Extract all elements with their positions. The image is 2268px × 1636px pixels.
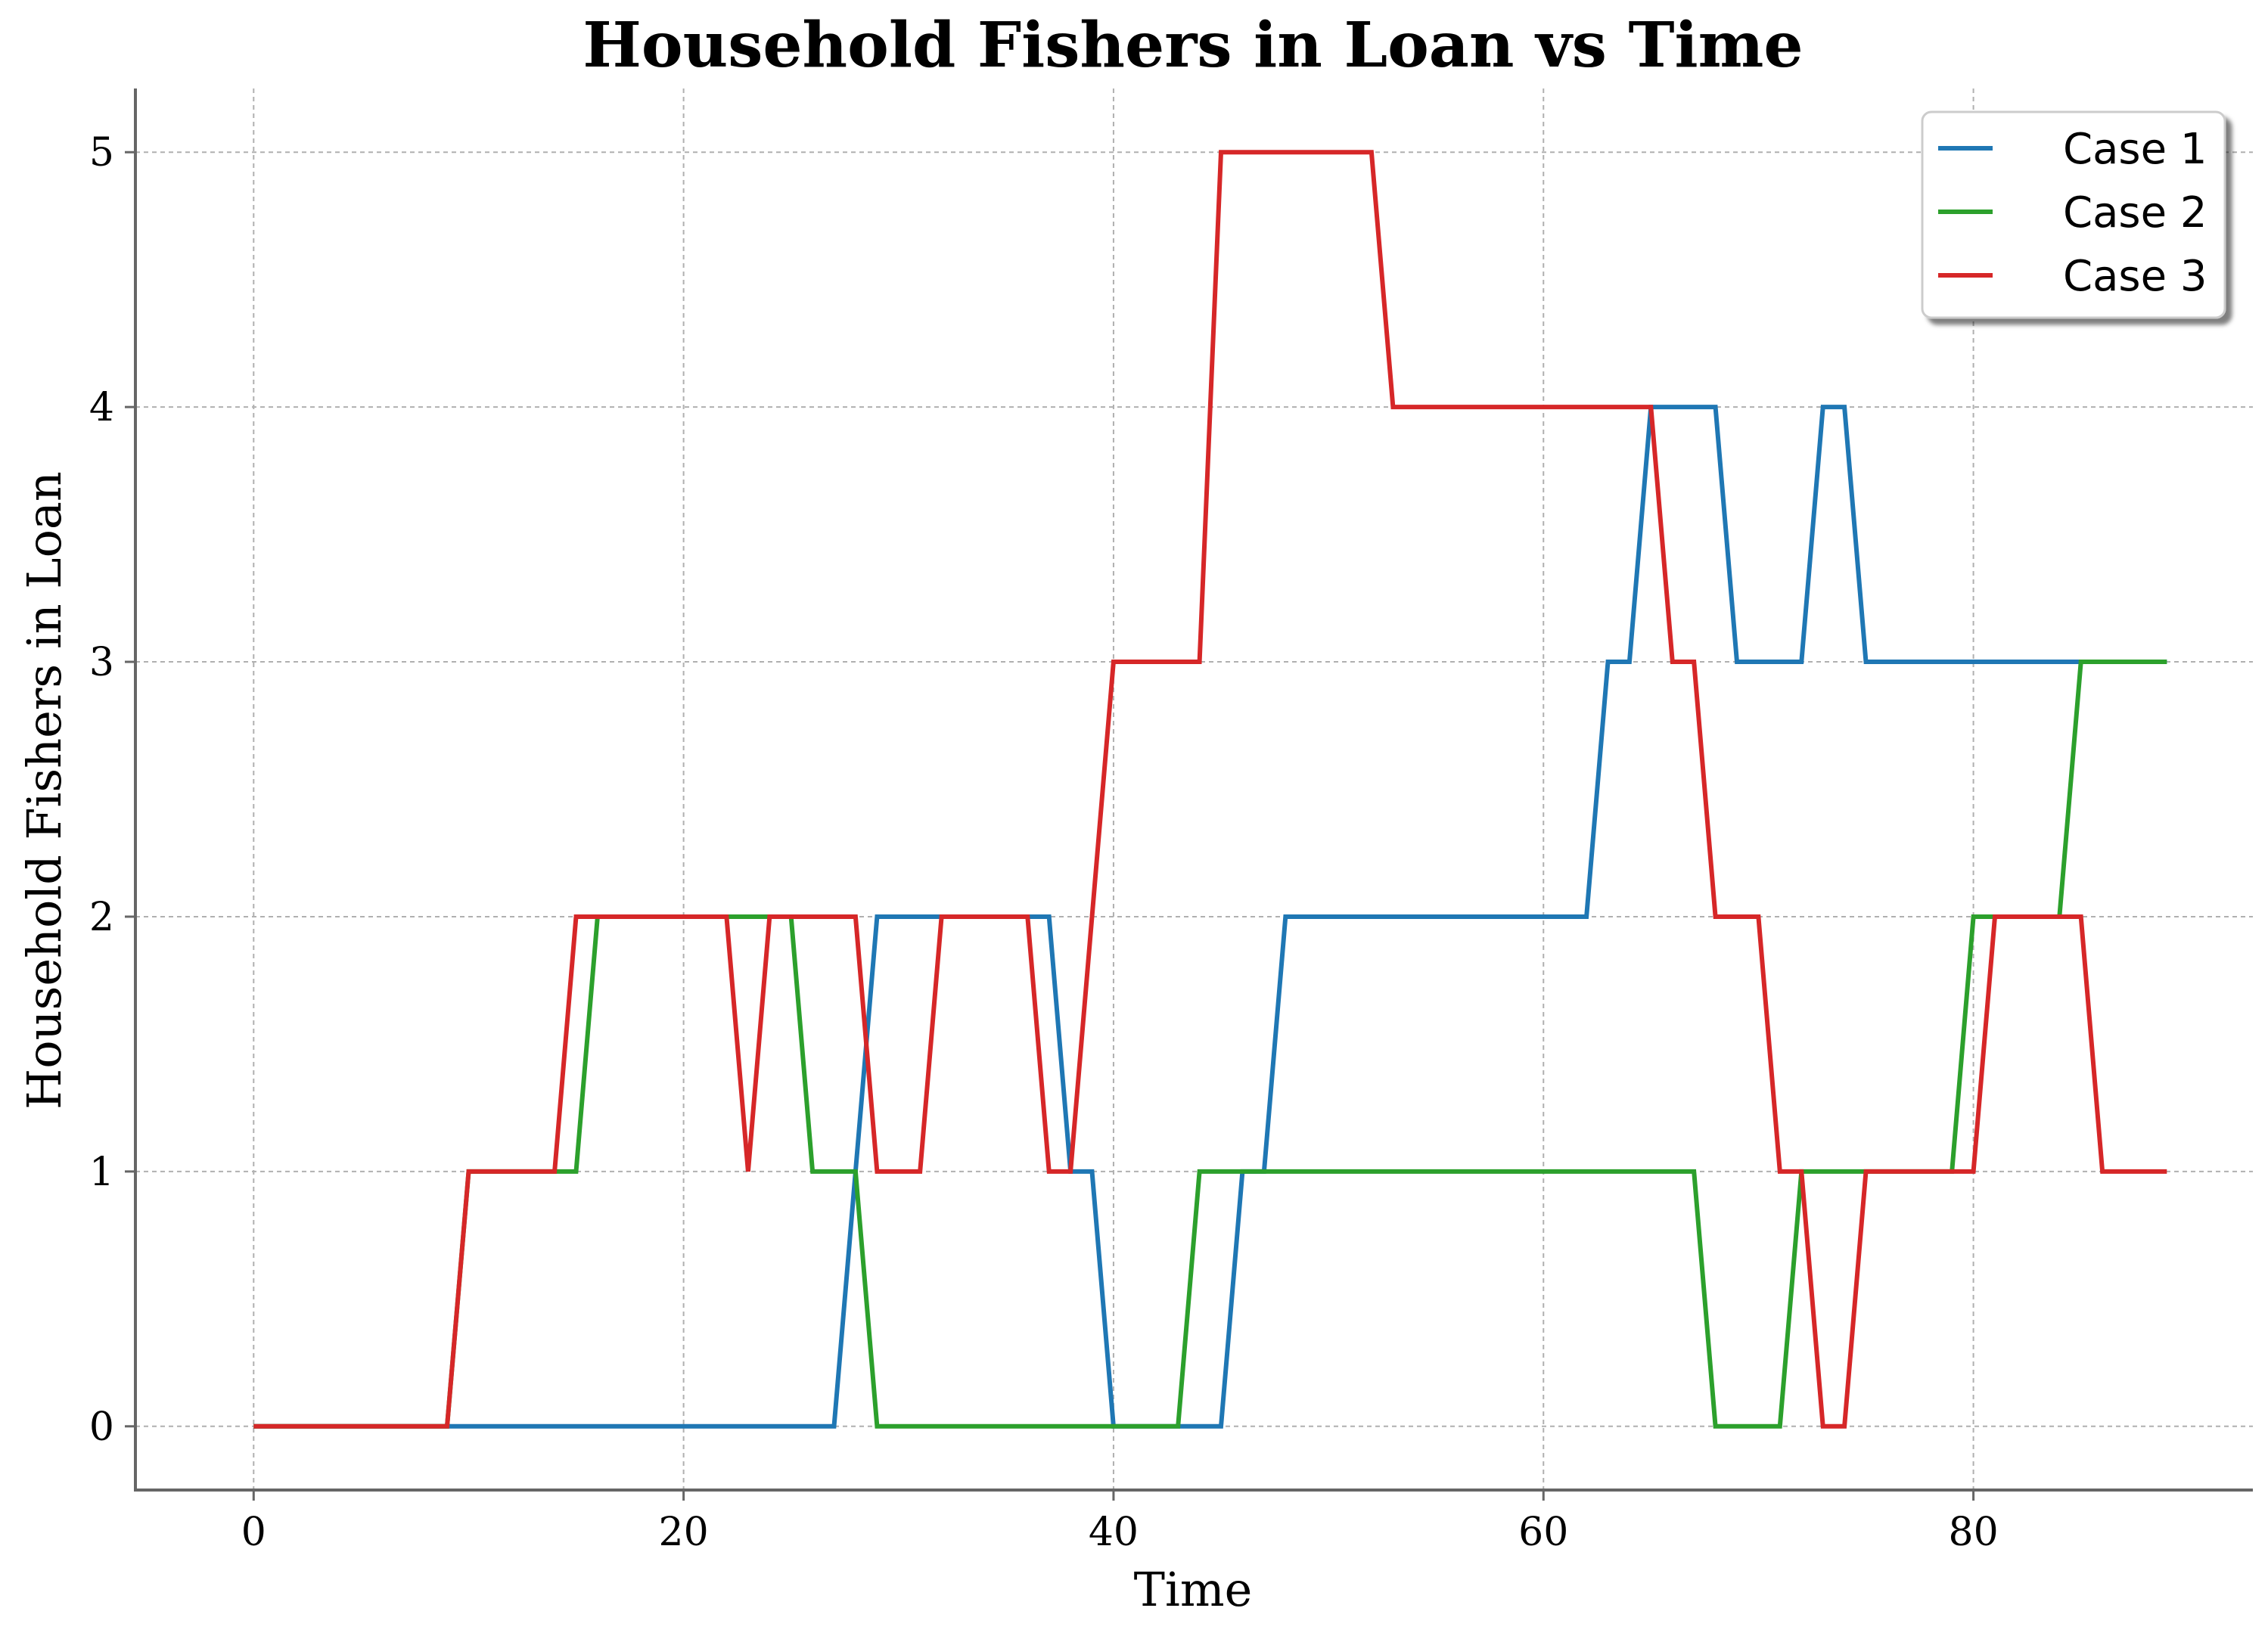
series-line-3 (253, 150, 2167, 1429)
x-tick-label: 20 (659, 1510, 709, 1555)
y-tick-label: 5 (89, 130, 114, 175)
y-tick-label: 2 (89, 895, 114, 940)
legend-box (1921, 110, 2226, 319)
y-axis-ticks: 0 1 2 3 4 5 (89, 130, 135, 1450)
y-tick-label: 1 (89, 1150, 114, 1195)
x-tick-label: 40 (1089, 1510, 1139, 1555)
y-tick-label: 4 (89, 385, 114, 430)
y-tick-label: 3 (89, 640, 114, 685)
series-lines (253, 150, 2167, 1429)
series-line-1 (253, 405, 2167, 1429)
x-tick-label: 0 (241, 1510, 266, 1555)
legend-label-3: Case 3 (2063, 252, 2207, 301)
x-tick-label: 60 (1518, 1510, 1568, 1555)
x-tick-label: 80 (1949, 1510, 1999, 1555)
axes (134, 88, 2253, 1492)
series-line-2 (253, 660, 2167, 1429)
y-axis-label: Household Fishers in Loan (17, 471, 72, 1110)
y-tick-label: 0 (89, 1405, 114, 1450)
x-axis-ticks: 0 20 40 60 80 (241, 1490, 1999, 1555)
chart-title: Household Fishers in Loan vs Time (583, 9, 1803, 82)
legend: Case 1 Case 2 Case 3 (1921, 110, 2226, 319)
legend-label-2: Case 2 (2063, 188, 2207, 237)
legend-label-1: Case 1 (2063, 125, 2207, 174)
x-axis-label: Time (1134, 1562, 1253, 1617)
